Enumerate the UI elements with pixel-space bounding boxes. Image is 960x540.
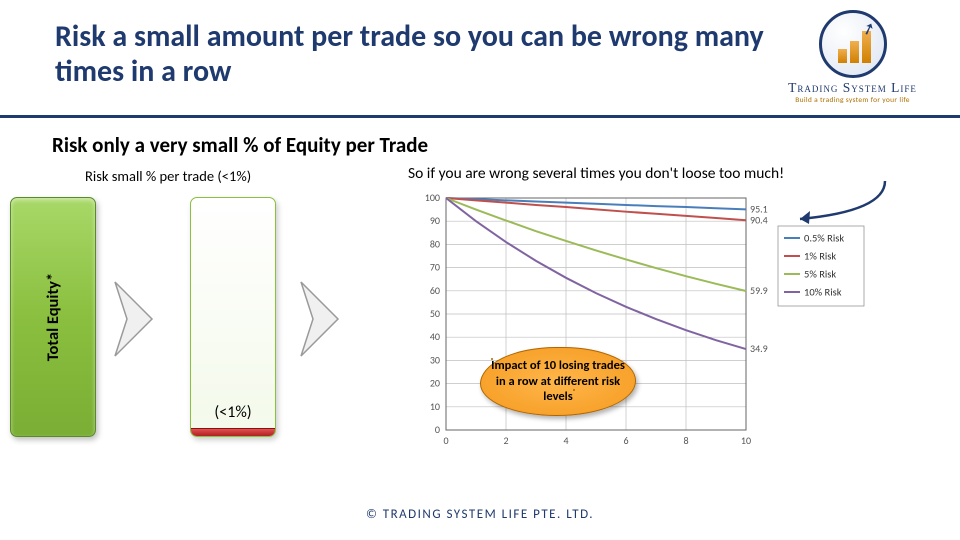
svg-text:1% Risk: 1% Risk: [804, 250, 836, 263]
logo-tagline: Build a trading system for your life: [775, 96, 930, 105]
svg-text:59.9: 59.9: [750, 284, 768, 297]
svg-text:5% Risk: 5% Risk: [804, 268, 836, 281]
svg-text:50: 50: [430, 307, 440, 320]
svg-text:90.4: 90.4: [750, 213, 768, 226]
risk-pct-label: Risk small % per trade (<1%): [85, 167, 251, 185]
brand-logo: ➚ Trading System Life Build a trading sy…: [775, 10, 930, 105]
svg-text:30: 30: [430, 353, 440, 366]
page-title: Risk a small amount per trade so you can…: [55, 20, 775, 89]
subtitle: Risk only a very small % of Equity per T…: [0, 118, 960, 164]
risk-portion-bar: (<1%): [190, 197, 276, 437]
svg-text:100: 100: [425, 192, 440, 204]
header: Risk a small amount per trade so you can…: [0, 0, 960, 113]
svg-text:0: 0: [443, 434, 448, 447]
risk-portion-fill: [191, 428, 275, 436]
svg-text:80: 80: [430, 237, 440, 250]
svg-text:6: 6: [623, 434, 628, 447]
chevron-right-icon: [112, 279, 158, 359]
risk-portion-label: (<1%): [191, 403, 275, 422]
total-equity-label: Total Equity*: [43, 273, 63, 361]
chart-callout: Impact of 10 losing trades in a row at d…: [480, 347, 636, 416]
svg-text:4: 4: [563, 434, 568, 447]
svg-text:10% Risk: 10% Risk: [804, 286, 842, 299]
svg-text:20: 20: [430, 377, 440, 390]
svg-text:0: 0: [435, 423, 440, 436]
chevron-right-icon: [298, 279, 344, 359]
right-caption: So if you are wrong several times you do…: [408, 164, 784, 183]
svg-text:34.9: 34.9: [750, 342, 768, 355]
logo-circle-icon: ➚: [819, 10, 887, 78]
svg-text:40: 40: [430, 330, 440, 343]
copyright-footer: © TRADING SYSTEM LIFE PTE. LTD.: [0, 507, 960, 522]
svg-text:8: 8: [683, 434, 688, 447]
equity-decay-chart: 0102030405060708090100024681095.190.459.…: [408, 192, 888, 452]
svg-text:0.5% Risk: 0.5% Risk: [804, 232, 844, 245]
svg-text:10: 10: [741, 434, 751, 447]
svg-text:10: 10: [430, 400, 440, 413]
svg-text:2: 2: [503, 434, 508, 447]
svg-text:70: 70: [430, 261, 440, 274]
svg-text:90: 90: [430, 214, 440, 227]
content-area: Risk small % per trade (<1%) Total Equit…: [0, 164, 960, 494]
svg-text:60: 60: [430, 284, 440, 297]
total-equity-bar: Total Equity*: [10, 197, 96, 437]
logo-name: Trading System Life: [775, 80, 930, 96]
